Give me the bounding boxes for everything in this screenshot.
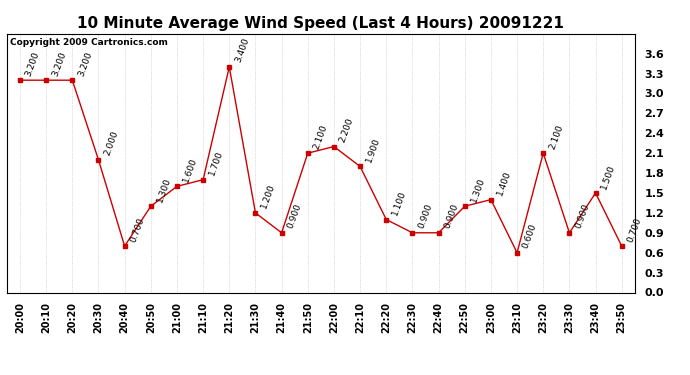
Text: 1.100: 1.100 — [391, 189, 408, 217]
Text: 2.200: 2.200 — [338, 117, 355, 144]
Text: 1.400: 1.400 — [495, 170, 513, 197]
Text: 0.900: 0.900 — [417, 202, 434, 230]
Text: 1.300: 1.300 — [155, 176, 172, 204]
Text: 1.900: 1.900 — [364, 136, 382, 164]
Text: 2.100: 2.100 — [547, 123, 564, 150]
Title: 10 Minute Average Wind Speed (Last 4 Hours) 20091221: 10 Minute Average Wind Speed (Last 4 Hou… — [77, 16, 564, 31]
Text: 1.200: 1.200 — [259, 183, 277, 210]
Text: 1.700: 1.700 — [207, 150, 224, 177]
Text: 3.200: 3.200 — [24, 50, 41, 77]
Text: 3.200: 3.200 — [77, 50, 94, 77]
Text: Copyright 2009 Cartronics.com: Copyright 2009 Cartronics.com — [10, 38, 168, 46]
Text: 0.900: 0.900 — [573, 202, 591, 230]
Text: 3.400: 3.400 — [233, 37, 250, 64]
Text: 2.100: 2.100 — [312, 123, 329, 150]
Text: 0.700: 0.700 — [129, 216, 146, 243]
Text: 2.000: 2.000 — [103, 130, 120, 157]
Text: 1.300: 1.300 — [469, 176, 486, 204]
Text: 0.900: 0.900 — [443, 202, 460, 230]
Text: 3.200: 3.200 — [50, 50, 68, 77]
Text: 0.900: 0.900 — [286, 202, 303, 230]
Text: 0.700: 0.700 — [626, 216, 643, 243]
Text: 1.600: 1.600 — [181, 156, 199, 184]
Text: 1.500: 1.500 — [600, 163, 617, 190]
Text: 0.600: 0.600 — [521, 222, 538, 250]
